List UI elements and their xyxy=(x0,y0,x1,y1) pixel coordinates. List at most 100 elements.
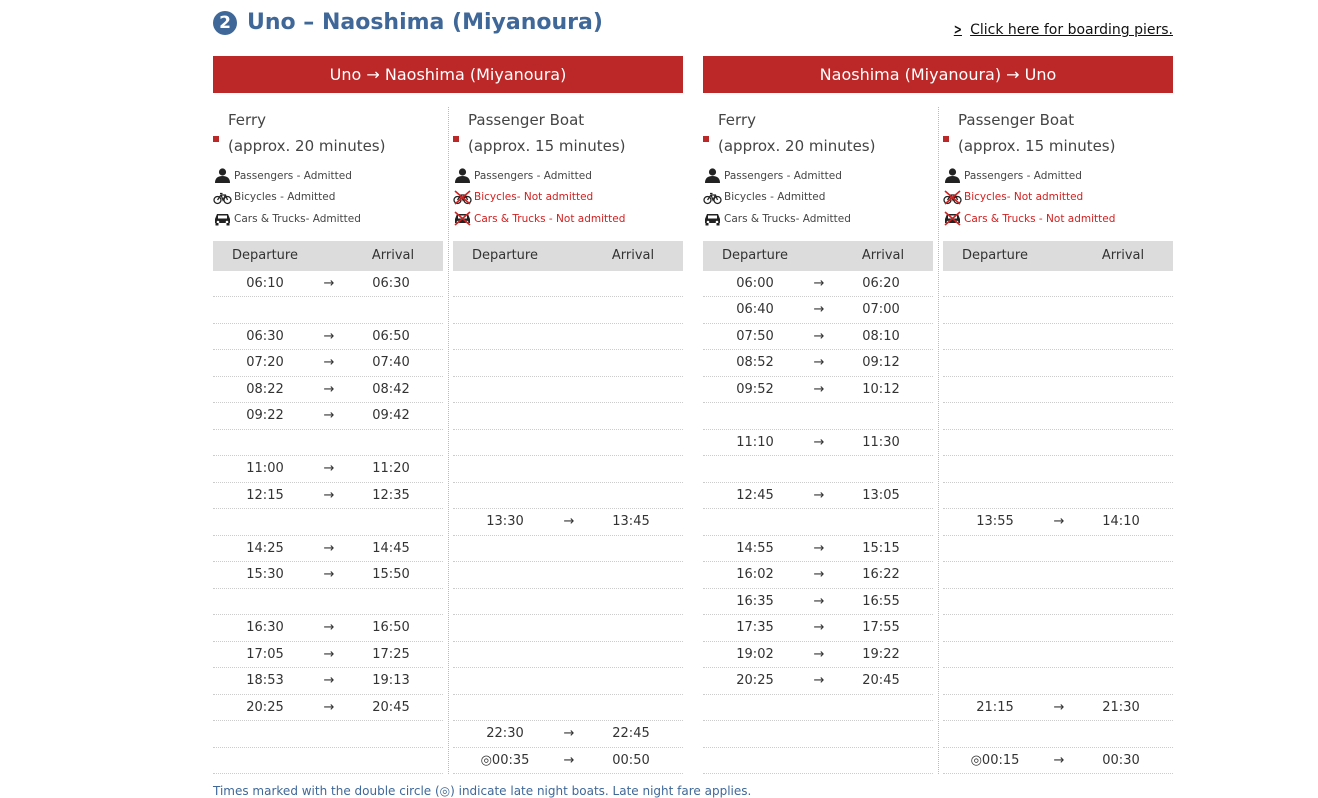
table-row: 07:20 → 07:40 xyxy=(213,350,443,377)
table-row xyxy=(703,509,933,536)
arrow-icon: → xyxy=(813,620,825,636)
table-row xyxy=(453,562,683,589)
arrival-time: 08:42 xyxy=(372,381,410,397)
admission-rule-text: Bicycles - Admitted xyxy=(724,191,826,204)
arrival-time: 10:12 xyxy=(862,381,900,397)
departure-time: 06:00 xyxy=(736,275,774,291)
arrival-header: Arrival xyxy=(861,248,905,263)
admission-rules: Passengers - Admitted Bicycles- Not admit… xyxy=(453,165,683,230)
admission-rule: Bicycles- Not admitted xyxy=(943,187,1173,209)
direction-header: Naoshima (Miyanoura) → Uno xyxy=(703,56,1173,93)
arrival-time: 07:00 xyxy=(862,302,900,318)
table-row xyxy=(943,350,1173,377)
passenger-boat-timetable: Passenger Boat (approx. 15 minutes) Passen… xyxy=(943,107,1173,774)
arrow-icon: → xyxy=(813,302,825,318)
table-row xyxy=(213,748,443,774)
table-row xyxy=(703,748,933,774)
car-icon xyxy=(213,211,232,226)
table-row xyxy=(453,668,683,695)
service-name: Passenger Boat xyxy=(958,111,1075,129)
table-row xyxy=(213,430,443,456)
arrow-icon: → xyxy=(323,540,335,556)
admission-rule-text: Passengers - Admitted xyxy=(724,169,842,182)
arrival-time: 16:22 xyxy=(862,567,900,583)
admission-rules: Passengers - Admitted Bicycles - Admitted… xyxy=(703,165,933,230)
table-row xyxy=(943,536,1173,562)
table-header: Departure Arrival xyxy=(943,240,1173,271)
directions-container: Uno → Naoshima (Miyanoura) Ferry (approx. … xyxy=(213,56,1173,774)
table-row xyxy=(943,403,1173,430)
arrow-icon: → xyxy=(813,487,825,503)
departure-time: 17:05 xyxy=(246,646,284,662)
departure-time: 14:25 xyxy=(246,540,284,556)
service-title: Passenger Boat (approx. 15 minutes) xyxy=(453,107,683,159)
service-name: Ferry xyxy=(228,111,266,129)
arrow-icon: → xyxy=(563,752,575,768)
table-row xyxy=(213,297,443,324)
service-duration: (approx. 20 minutes) xyxy=(228,137,386,155)
table-row xyxy=(453,615,683,642)
table-row: 17:05 → 17:25 xyxy=(213,642,443,668)
table-row: 16:30 → 16:50 xyxy=(213,615,443,642)
arrow-icon: → xyxy=(1053,699,1065,715)
car-crossed-icon xyxy=(453,211,472,226)
bullet-mark xyxy=(703,136,709,142)
car-crossed-icon xyxy=(943,211,962,226)
table-row xyxy=(703,456,933,483)
admission-rule-text: Bicycles- Not admitted xyxy=(964,191,1084,204)
boarding-piers-link-label: Click here for boarding piers. xyxy=(970,22,1173,38)
table-row: 13:30 → 13:45 xyxy=(453,509,683,536)
departure-time: 14:55 xyxy=(736,540,774,556)
arrow-icon: → xyxy=(813,381,825,397)
arrow-icon: → xyxy=(563,726,575,742)
departure-time: 06:40 xyxy=(736,302,774,318)
ferry-timetable: Ferry (approx. 20 minutes) Passengers - Ad… xyxy=(213,107,443,774)
section-header: 2 Uno – Naoshima (Miyanoura) > Click her… xyxy=(213,0,1173,56)
admission-rule: Cars & Trucks - Not admitted xyxy=(943,208,1173,230)
departure-time: 08:22 xyxy=(246,381,284,397)
departure-time: 17:35 xyxy=(736,620,774,636)
table-row: 15:30 → 15:50 xyxy=(213,562,443,589)
arrival-time: 14:10 xyxy=(1102,514,1140,530)
table-row: 17:35 → 17:55 xyxy=(703,615,933,642)
arrival-time: 14:45 xyxy=(372,540,410,556)
arrival-time: 17:55 xyxy=(862,620,900,636)
service-divider xyxy=(448,107,449,774)
admission-rule-text: Cars & Trucks- Admitted xyxy=(724,212,851,225)
boarding-piers-link[interactable]: > Click here for boarding piers. xyxy=(952,22,1173,38)
departure-time: 12:15 xyxy=(246,487,284,503)
departure-time: 09:22 xyxy=(246,408,284,424)
table-row: 06:10 → 06:30 xyxy=(213,271,443,297)
admission-rule-text: Cars & Trucks - Not admitted xyxy=(964,212,1116,225)
bicycle-icon xyxy=(213,190,232,205)
direction-header: Uno → Naoshima (Miyanoura) xyxy=(213,56,683,93)
table-header: Departure Arrival xyxy=(213,240,443,271)
table-row: 09:52 → 10:12 xyxy=(703,377,933,403)
table-row xyxy=(943,668,1173,695)
admission-rules: Passengers - Admitted Bicycles - Admitted… xyxy=(213,165,443,230)
arrival-header: Arrival xyxy=(371,248,415,263)
arrival-time: 19:22 xyxy=(862,646,900,662)
service-name: Passenger Boat xyxy=(468,111,585,129)
arrival-time: 20:45 xyxy=(862,673,900,689)
departure-time: 07:20 xyxy=(246,355,284,371)
arrival-time: 22:45 xyxy=(612,726,650,742)
arrival-time: 00:30 xyxy=(1102,752,1140,768)
table-row xyxy=(213,721,443,748)
table-row xyxy=(943,377,1173,403)
arrival-time: 06:30 xyxy=(372,275,410,291)
service-title: Passenger Boat (approx. 15 minutes) xyxy=(943,107,1173,159)
table-row: 14:55 → 15:15 xyxy=(703,536,933,562)
departure-time: 20:25 xyxy=(246,699,284,715)
table-row: 06:40 → 07:00 xyxy=(703,297,933,324)
passenger-boat-timetable: Passenger Boat (approx. 15 minutes) Passen… xyxy=(453,107,683,774)
table-row: 20:25 → 20:45 xyxy=(703,668,933,695)
departure-header: Departure xyxy=(722,248,788,263)
service-duration: (approx. 20 minutes) xyxy=(718,137,876,155)
admission-rules: Passengers - Admitted Bicycles- Not admit… xyxy=(943,165,1173,230)
direction-1: Uno → Naoshima (Miyanoura) Ferry (approx. … xyxy=(213,56,683,774)
section-title: 2 Uno – Naoshima (Miyanoura) xyxy=(213,10,603,35)
table-row xyxy=(453,271,683,297)
timetable-section: 2 Uno – Naoshima (Miyanoura) > Click her… xyxy=(213,0,1173,774)
arrival-header: Arrival xyxy=(1101,248,1145,263)
